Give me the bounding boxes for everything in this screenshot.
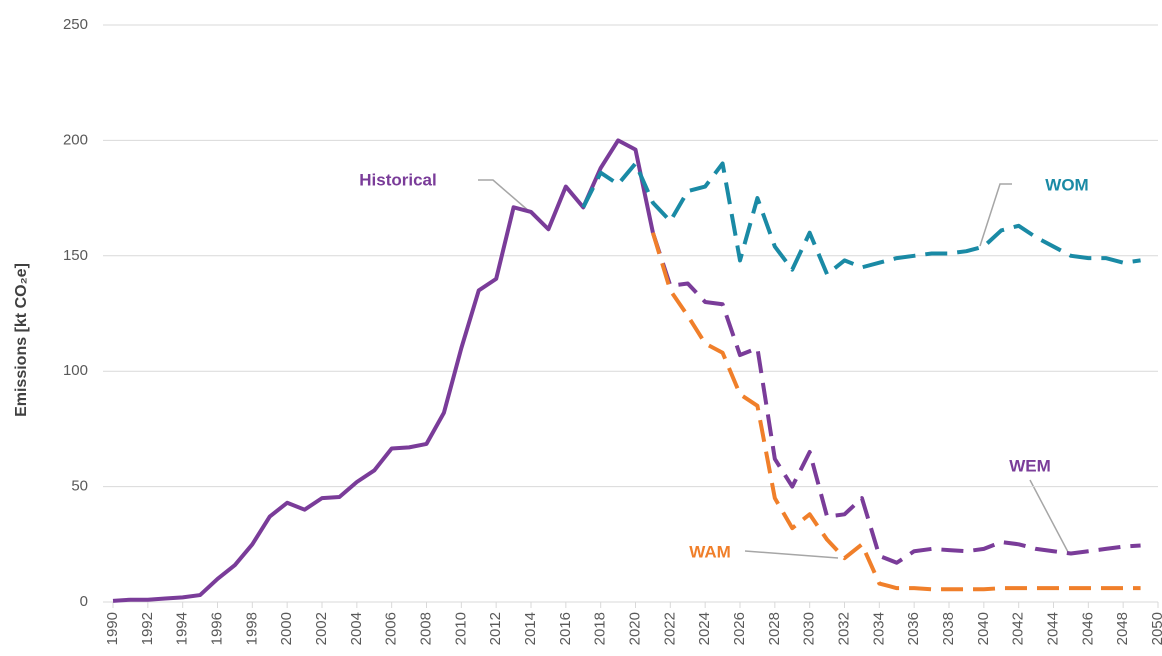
series-label: WAM: [689, 542, 731, 561]
series-label: WEM: [1009, 456, 1051, 475]
y-tick-label: 50: [71, 478, 88, 495]
x-tick-label: 2010: [452, 612, 469, 645]
series-line: [651, 232, 1141, 592]
x-tick-label: 2020: [626, 612, 643, 645]
leader-line: [744, 550, 839, 559]
y-axis-label: Emissions [kt CO₂e]: [13, 263, 30, 417]
y-tick-label: 250: [63, 16, 88, 33]
y-tick-label: 150: [63, 247, 88, 264]
x-tick-label: 2008: [417, 612, 434, 645]
x-tick-label: 2046: [1079, 612, 1096, 645]
x-tick-label: 2044: [1044, 612, 1061, 645]
x-tick-label: 2006: [383, 612, 400, 645]
series-line: [581, 161, 1141, 277]
x-tick-label: 2038: [940, 612, 957, 645]
x-tick-label: 2050: [1149, 612, 1162, 645]
y-tick-label: 200: [63, 131, 88, 148]
x-tick-label: 2048: [1114, 612, 1131, 645]
x-tick-label: 2042: [1010, 612, 1027, 645]
x-tick-label: 2000: [278, 612, 295, 645]
x-tick-label: 2004: [348, 612, 365, 645]
series-line: [112, 138, 655, 603]
x-tick-label: 2018: [592, 612, 609, 645]
y-tick-label: 100: [63, 362, 88, 379]
x-tick-label: 1992: [139, 612, 156, 645]
x-tick-label: 1994: [174, 612, 191, 645]
series-label: WOM: [1045, 175, 1088, 194]
x-tick-label: 2040: [975, 612, 992, 645]
x-tick-label: 2014: [522, 612, 539, 645]
x-tick-label: 2036: [905, 612, 922, 645]
x-tick-label: 1998: [243, 612, 260, 645]
y-tick-label: 0: [80, 593, 88, 610]
x-tick-label: 2030: [801, 612, 818, 645]
x-tick-label: 1996: [208, 612, 225, 645]
x-tick-label: 2002: [313, 612, 330, 645]
x-tick-label: 2028: [766, 612, 783, 645]
x-tick-label: 2034: [870, 612, 887, 645]
x-tick-label: 2016: [557, 612, 574, 645]
series-line: [651, 232, 1141, 565]
x-tick-label: 2024: [696, 612, 713, 645]
x-tick-label: 2012: [487, 612, 504, 645]
leader-line: [979, 183, 1012, 247]
leader-line: [478, 179, 531, 213]
x-tick-label: 2026: [731, 612, 748, 645]
series-label: Historical: [359, 170, 436, 189]
x-tick-label: 2022: [661, 612, 678, 645]
x-tick-label: 1990: [104, 612, 121, 645]
leader-line: [1029, 479, 1069, 553]
x-tick-label: 2032: [835, 612, 852, 645]
